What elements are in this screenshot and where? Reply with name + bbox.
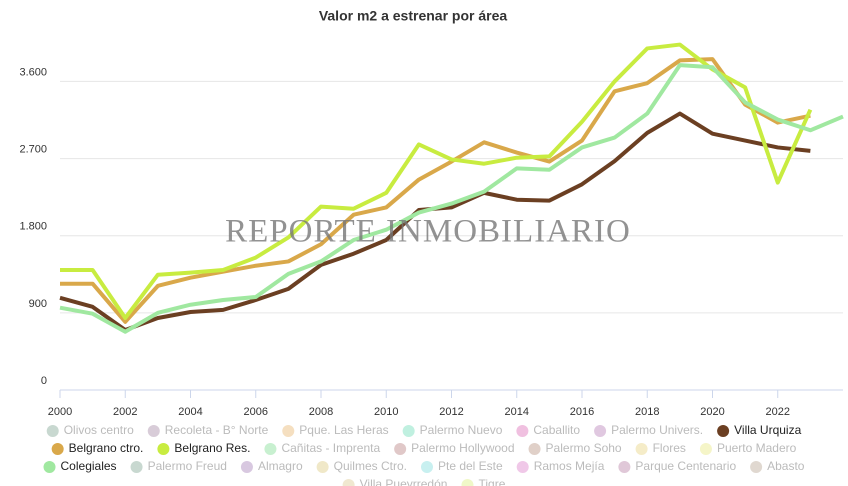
legend-item[interactable]: Pte del Este <box>420 459 503 473</box>
legend-label: Palermo Freud <box>148 459 227 473</box>
legend-marker <box>461 479 474 486</box>
legend-label: Belgrano ctro. <box>69 441 144 455</box>
legend-label: Parque Centenario <box>635 459 736 473</box>
legend-item[interactable]: Puerto Madero <box>699 441 797 455</box>
legend-item[interactable]: Caballito <box>516 423 580 437</box>
legend-marker <box>147 425 160 437</box>
legend-label: Palermo Soho <box>546 441 622 455</box>
legend-item[interactable]: Palermo Nuevo <box>402 423 503 437</box>
series-line <box>60 57 811 324</box>
legend-item[interactable]: Palermo Freud <box>130 459 227 473</box>
y-tick-label: 3.600 <box>19 66 47 78</box>
y-tick-label: 2.700 <box>19 143 47 155</box>
legend-marker <box>394 443 407 455</box>
legend-label: Pque. Las Heras <box>299 423 388 437</box>
legend-marker <box>402 425 415 437</box>
legend-label: Recoleta - B° Norte <box>165 423 269 437</box>
legend-label: Palermo Hollywood <box>411 441 514 455</box>
y-tick-label: 900 <box>29 298 47 310</box>
legend-item[interactable]: Recoleta - B° Norte <box>147 423 269 437</box>
legend-item[interactable]: Cañitas - Imprenta <box>264 441 380 455</box>
x-tick-label: 2010 <box>374 406 398 418</box>
legend-item[interactable]: Pque. Las Heras <box>282 423 389 437</box>
legend-marker <box>130 461 143 473</box>
x-tick-label: 2000 <box>48 406 72 418</box>
legend-label: Olivos centro <box>64 423 134 437</box>
legend-item[interactable]: Ramos Mejía <box>516 459 605 473</box>
legend-item[interactable]: Palermo Soho <box>528 441 622 455</box>
legend-label: Caballito <box>533 423 580 437</box>
legend-item[interactable]: Quilmes Ctro. <box>316 459 407 473</box>
legend-label: Quilmes Ctro. <box>334 459 407 473</box>
legend-marker <box>282 425 295 437</box>
x-tick-label: 2016 <box>570 406 594 418</box>
legend-marker <box>157 443 170 455</box>
x-tick-label: 2006 <box>244 406 268 418</box>
x-tick-label: 2018 <box>635 406 659 418</box>
legend-marker <box>240 461 253 473</box>
x-tick-label: 2020 <box>700 406 724 418</box>
legend-marker <box>46 425 59 437</box>
legend-label: Almagro <box>258 459 303 473</box>
legend-label: Palermo Univers. <box>611 423 703 437</box>
series-line <box>60 42 813 320</box>
x-tick-label: 2008 <box>309 406 333 418</box>
legend-label: Palermo Nuevo <box>420 423 503 437</box>
legend-marker <box>750 461 763 473</box>
legend-marker <box>51 443 64 455</box>
x-tick-label: 2002 <box>113 406 137 418</box>
legend-label: Villa Urquiza <box>734 423 801 437</box>
legend-item[interactable]: Parque Centenario <box>618 459 736 473</box>
x-tick-label: 2014 <box>505 406 529 418</box>
legend-marker <box>528 443 541 455</box>
legend-item[interactable]: Villa Pueyrredón <box>342 477 448 486</box>
legend-label: Tigre <box>478 477 505 486</box>
watermark: REPORTE INMOBILIARIO <box>225 214 631 250</box>
legend-item[interactable]: Villa Urquiza <box>717 423 802 437</box>
x-tick-label: 2012 <box>439 406 463 418</box>
legend-item[interactable]: Palermo Hollywood <box>394 441 515 455</box>
legend-label: Cañitas - Imprenta <box>281 441 380 455</box>
legend-item[interactable]: Almagro <box>240 459 303 473</box>
x-tick-label: 2022 <box>766 406 790 418</box>
legend-item[interactable]: Colegiales <box>43 459 117 473</box>
legend-label: Belgrano Res. <box>174 441 250 455</box>
legend-marker <box>420 461 433 473</box>
legend-item[interactable]: Olivos centro <box>46 423 134 437</box>
series-line <box>59 63 844 334</box>
legend-marker <box>316 461 329 473</box>
legend-item[interactable]: Tigre <box>461 477 506 486</box>
legend-item[interactable]: Abasto <box>750 459 805 473</box>
legend-marker <box>594 425 607 437</box>
legend-marker <box>264 443 277 455</box>
legend-label: Puerto Madero <box>717 441 797 455</box>
y-tick-label: 1.800 <box>19 221 47 233</box>
legend-marker <box>618 461 631 473</box>
legend-label: Colegiales <box>61 459 117 473</box>
legend-label: Abasto <box>767 459 805 473</box>
legend-marker <box>717 425 730 437</box>
legend-marker <box>516 425 529 437</box>
legend-marker <box>43 461 56 473</box>
legend-marker <box>342 479 355 486</box>
legend-item[interactable]: Flores <box>635 441 686 455</box>
legend-label: Ramos Mejía <box>534 459 605 473</box>
legend-label: Pte del Este <box>438 459 503 473</box>
x-tick-label: 2004 <box>178 406 202 418</box>
legend-item[interactable]: Belgrano Res. <box>157 441 250 455</box>
legend-marker <box>699 443 712 455</box>
legend-item[interactable]: Palermo Univers. <box>594 423 703 437</box>
legend-label: Villa Pueyrredón <box>360 477 448 486</box>
legend-marker <box>516 461 529 473</box>
legend-label: Flores <box>653 441 686 455</box>
chart-title: Valor m2 a estrenar por área <box>319 8 508 24</box>
legend-item[interactable]: Belgrano ctro. <box>51 441 144 455</box>
legend-marker <box>635 443 648 455</box>
y-tick-label: 0 <box>41 375 47 387</box>
